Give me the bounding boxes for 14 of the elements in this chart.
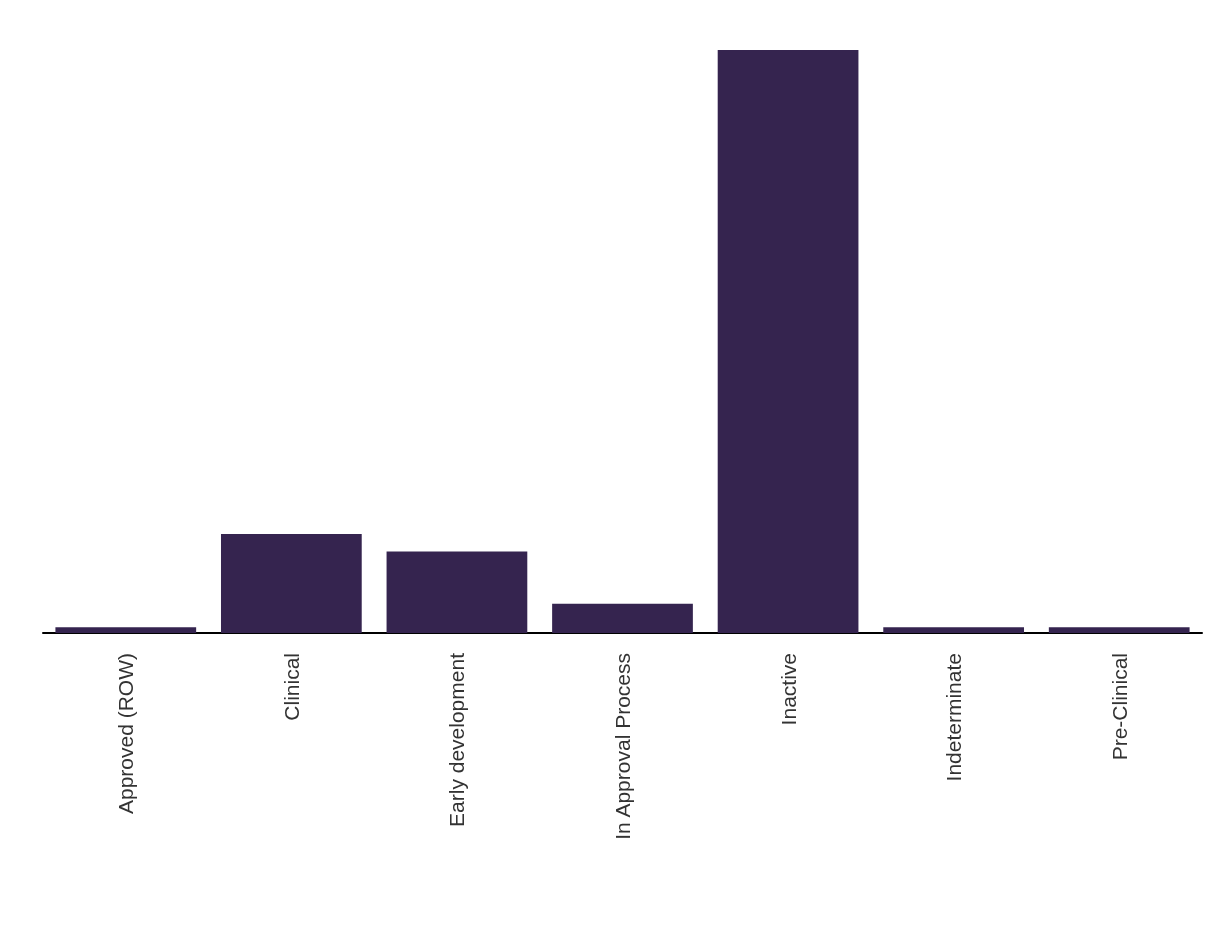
- x-tick-label: Approved (ROW): [114, 653, 138, 815]
- x-tick-label: Inactive: [776, 653, 800, 726]
- bar: [220, 533, 362, 633]
- bar: [386, 551, 528, 633]
- bar: [717, 50, 859, 633]
- x-tick-label: In Approval Process: [611, 653, 634, 840]
- x-tick-label: Indeterminate: [942, 653, 966, 782]
- x-tick-label: Pre-Clinical: [1107, 653, 1131, 761]
- bar: [552, 603, 693, 633]
- bar: [55, 627, 197, 633]
- bar: [883, 627, 1025, 633]
- x-tick-label: Early development: [445, 652, 469, 827]
- bar: [1048, 627, 1190, 633]
- x-tick-label: Clinical: [279, 653, 303, 721]
